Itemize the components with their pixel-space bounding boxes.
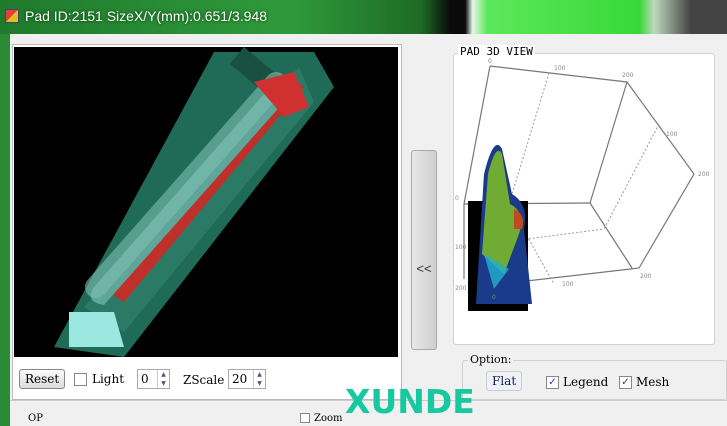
stepper-arrows-icon[interactable]: ▲ ▼ <box>253 370 265 388</box>
bottom-panel: OP Zoom <box>10 400 727 426</box>
mesh-check-icon[interactable]: ✓ <box>619 375 632 389</box>
tick-right-100: 100 <box>666 131 678 138</box>
legend-label: Legend <box>563 375 609 389</box>
tick-bottom-200: 200 <box>640 273 652 280</box>
window-title: Pad ID:2151 SizeX/Y(mm):0.651/3.948 <box>25 8 268 24</box>
xunde-watermark: XUNDE <box>345 382 475 421</box>
mesh-label: Mesh <box>636 375 670 389</box>
zscale-value[interactable]: 20 <box>232 372 248 386</box>
zoom-label: Zoom <box>314 413 343 424</box>
light-label: Light <box>92 372 125 386</box>
stepper-arrows-icon[interactable]: ▲ ▼ <box>157 370 169 388</box>
tick-bottom-0: 0 <box>492 294 496 301</box>
tick-top-0: 0 <box>488 58 492 65</box>
pad-3d-view-group: 0 100 200 100 200 0 100 200 0 100 200 <box>453 53 715 345</box>
option-title: Option: <box>468 353 514 366</box>
light-checkbox-box[interactable] <box>74 372 87 386</box>
zscale-label: ZScale <box>183 373 225 387</box>
pad-3d-view-title: PAD 3D VIEW <box>458 45 535 58</box>
pad-3d-plot[interactable]: 0 100 200 100 200 0 100 200 0 100 200 <box>454 54 716 346</box>
tick-right-200: 200 <box>698 171 710 178</box>
tick-top-200: 200 <box>622 72 634 79</box>
tick-left-100: 100 <box>455 244 467 251</box>
tick-left-200: 200 <box>455 285 467 292</box>
zscale-stepper[interactable]: 20 ▲ ▼ <box>228 369 266 389</box>
pad-image <box>54 47 334 357</box>
title-bar: Pad ID:2151 SizeX/Y(mm):0.651/3.948 <box>0 0 727 34</box>
pad-image-view[interactable] <box>14 47 398 357</box>
legend-checkbox[interactable]: ✓ Legend <box>546 375 608 389</box>
tick-left-0: 0 <box>455 195 459 202</box>
app-icon <box>5 9 19 23</box>
tick-bottom-100: 100 <box>562 281 574 288</box>
reset-button[interactable]: Reset <box>19 369 66 389</box>
mesh-checkbox[interactable]: ✓ Mesh <box>619 375 669 389</box>
legend-check-icon[interactable]: ✓ <box>546 375 559 389</box>
collapse-panel-button[interactable]: << <box>411 150 437 350</box>
op-label: OP <box>28 413 43 424</box>
light-checkbox[interactable]: Light <box>74 372 124 386</box>
light-value[interactable]: 0 <box>141 372 149 386</box>
zoom-checkbox[interactable] <box>300 413 310 423</box>
light-stepper[interactable]: 0 ▲ ▼ <box>137 369 170 389</box>
tick-top-100: 100 <box>554 65 566 72</box>
flat-button[interactable]: Flat <box>486 371 523 391</box>
